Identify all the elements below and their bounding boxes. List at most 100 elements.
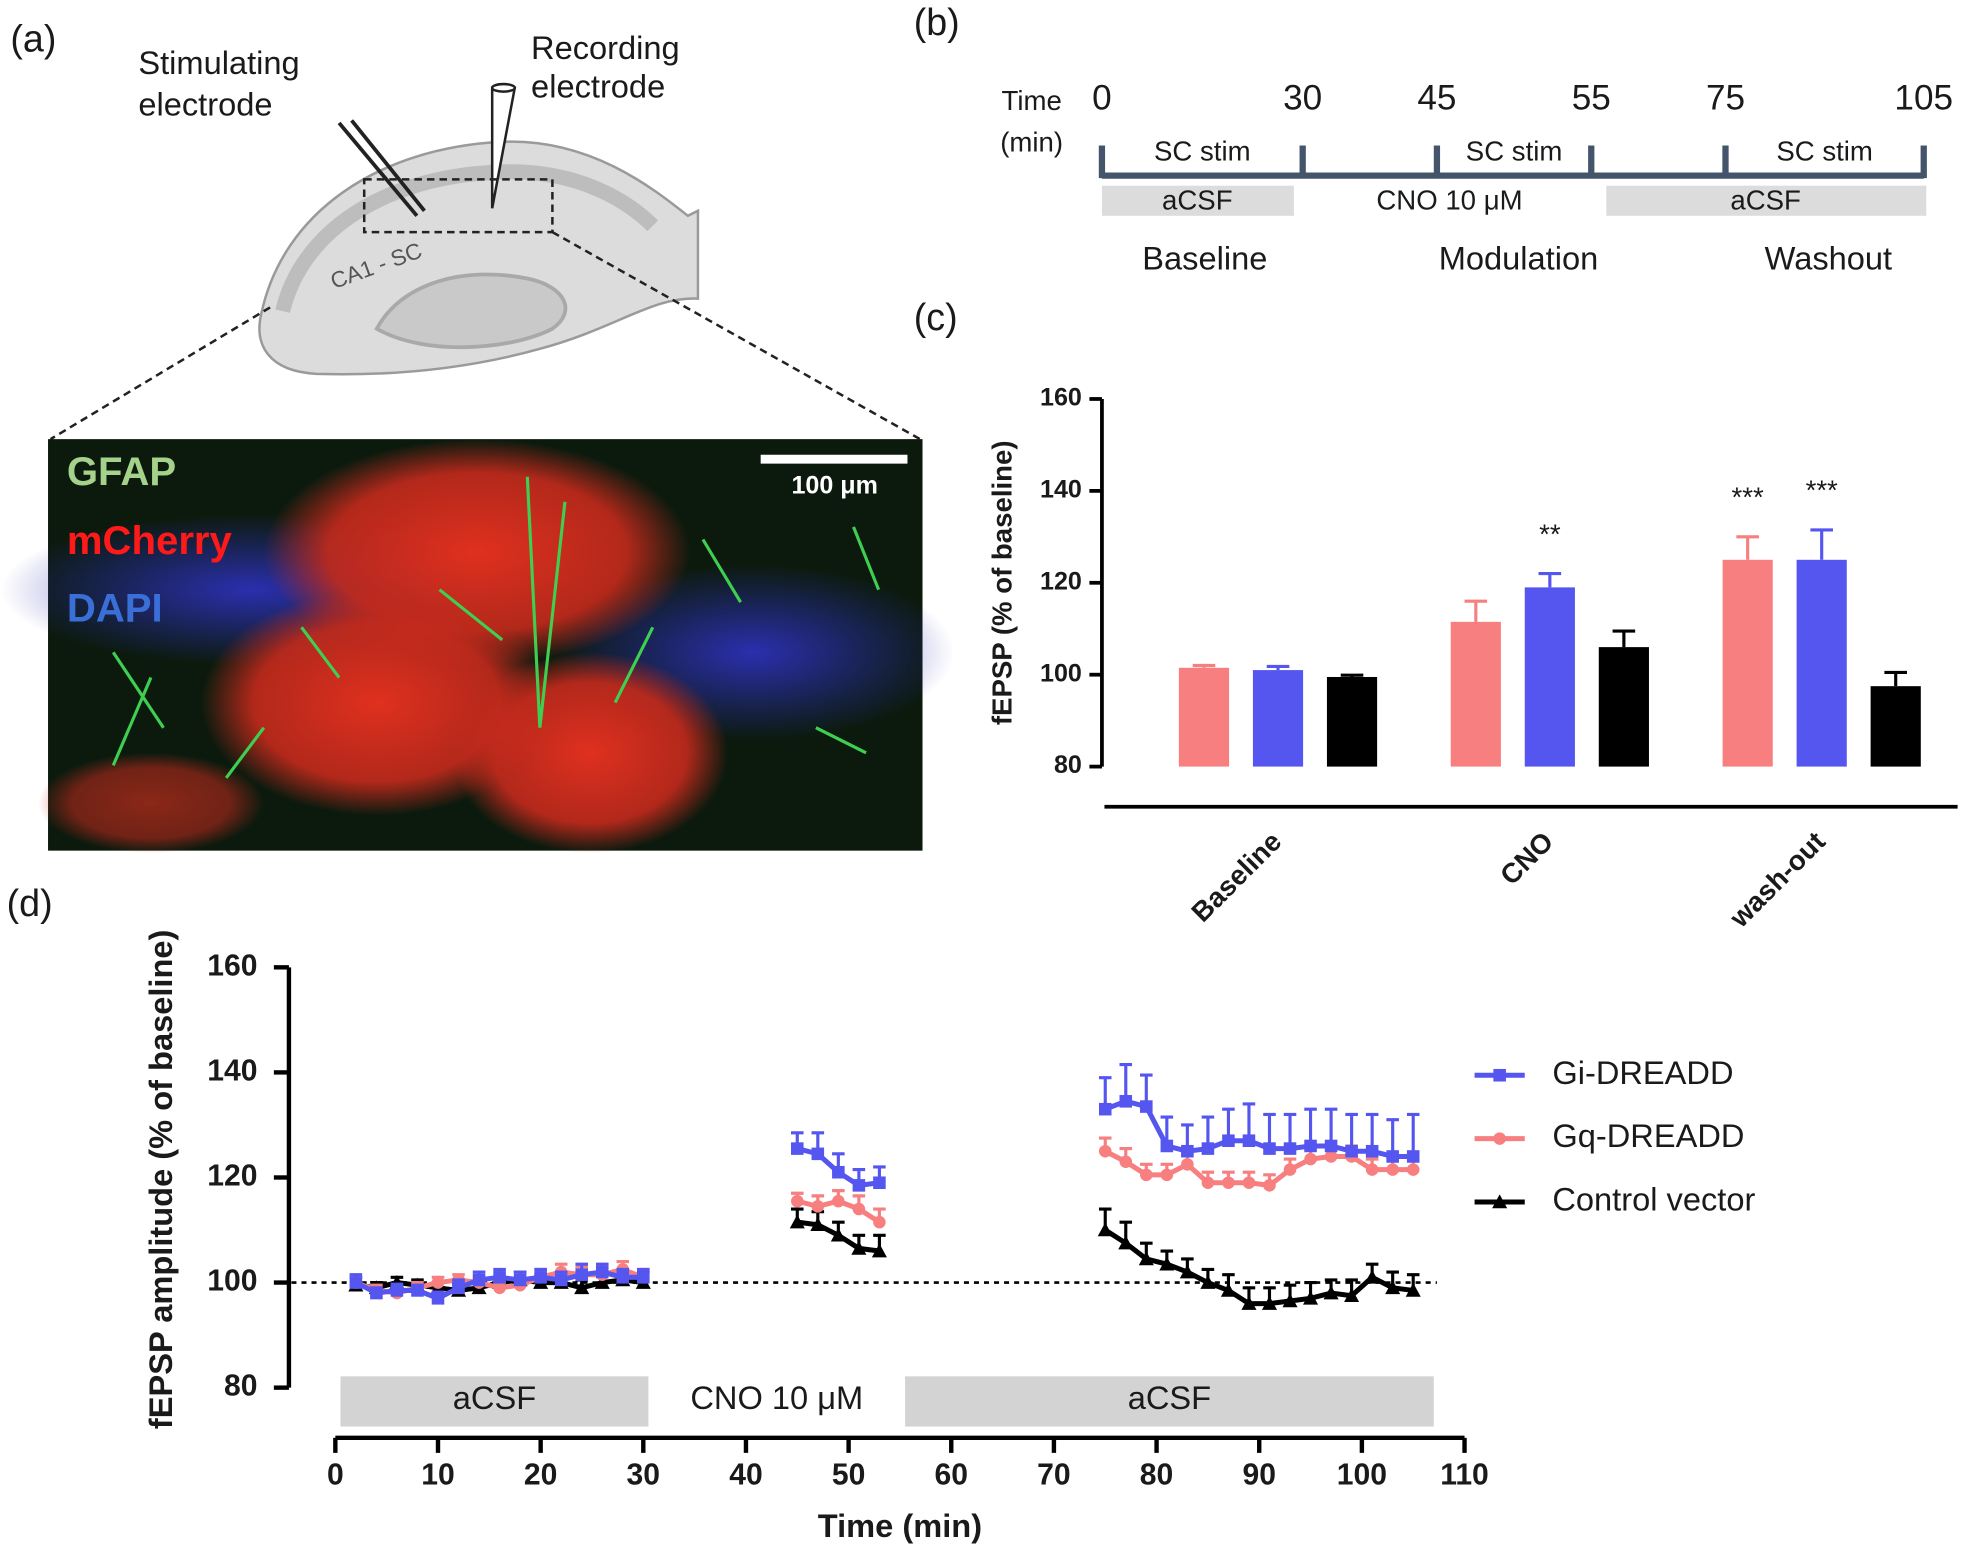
significance: ***	[1732, 481, 1764, 512]
marker	[871, 1243, 887, 1258]
y-axis-label: fEPSP (% of baseline)	[986, 440, 1017, 725]
y-tick-label: 120	[207, 1159, 257, 1192]
error-bar	[1340, 673, 1364, 677]
electrode-label: electrode	[138, 85, 272, 122]
solution-band	[1101, 185, 1294, 216]
band-label: CNO 10 μM	[690, 1379, 863, 1416]
marker	[452, 1281, 465, 1295]
marker	[493, 1271, 506, 1284]
zoom-lines	[49, 231, 921, 441]
series-line	[1103, 1227, 1414, 1307]
stim-label: SC stim	[1776, 135, 1873, 166]
stim-label: SC stim	[1154, 135, 1251, 166]
marker	[534, 1271, 547, 1284]
marker	[1324, 1139, 1338, 1153]
error-bar	[1464, 599, 1488, 622]
band-label: aCSF	[453, 1379, 536, 1416]
x-axis-label: Time (min)	[818, 1507, 982, 1544]
bar	[1252, 670, 1304, 767]
micrograph: GFAP mCherry DAPI 100 μm	[0, 439, 954, 854]
x-tick-label: 70	[1037, 1459, 1071, 1492]
marker	[1140, 1100, 1153, 1113]
marker	[1303, 1290, 1319, 1305]
legend-label: Control vector	[1552, 1181, 1755, 1218]
timeline-label: (min)	[1000, 127, 1063, 158]
marker	[1242, 1176, 1256, 1190]
timeline-label: Time	[1002, 85, 1062, 116]
panel-label: (a)	[10, 17, 56, 59]
legend-label: Gi-DREADD	[1552, 1054, 1733, 1091]
marker	[1344, 1288, 1360, 1302]
y-tick-label: 80	[1054, 751, 1082, 779]
marker	[852, 1202, 866, 1216]
bar	[1598, 647, 1649, 767]
marker	[811, 1147, 825, 1161]
marker	[431, 1292, 445, 1305]
solution-band	[1606, 185, 1927, 216]
significance: ***	[1806, 475, 1838, 506]
stain-label: GFAP	[67, 449, 176, 494]
marker	[1098, 1102, 1112, 1116]
marker	[791, 1142, 804, 1155]
error-bar	[1612, 629, 1636, 648]
timeline-tick-label: 75	[1706, 79, 1745, 118]
electrode-label: Recording	[531, 29, 680, 66]
bar	[1326, 676, 1378, 767]
marker	[1405, 1282, 1421, 1297]
y-tick-label: 160	[1040, 384, 1082, 412]
error-bar	[1884, 670, 1908, 687]
error-bar	[1406, 1112, 1420, 1157]
x-tick-label: 80	[1140, 1459, 1174, 1492]
marker	[791, 1194, 804, 1208]
bar	[1450, 621, 1501, 767]
series-line	[1104, 1148, 1414, 1188]
bar	[1722, 559, 1773, 767]
y-tick-label: 80	[224, 1370, 258, 1403]
timeline-tick-label: 30	[1283, 79, 1322, 118]
marker	[1242, 1134, 1256, 1147]
x-tick-label: CNO	[1494, 826, 1559, 891]
marker	[1364, 1269, 1380, 1284]
timeline-tick-label: 45	[1417, 79, 1456, 118]
band-label: aCSF	[1128, 1379, 1211, 1416]
marker	[830, 1227, 846, 1242]
marker	[574, 1280, 590, 1295]
illustration: Stimulating electrode Recording electrod…	[49, 29, 921, 441]
marker	[1304, 1152, 1317, 1166]
scale-label: 100 μm	[791, 471, 877, 499]
marker	[1201, 1142, 1215, 1155]
marker	[1323, 1285, 1339, 1300]
marker	[1160, 1168, 1174, 1182]
marker	[1283, 1142, 1297, 1155]
y-axis-label: fEPSP amplitude (% of baseline)	[142, 930, 179, 1430]
marker	[810, 1217, 826, 1232]
marker	[1263, 1179, 1276, 1192]
electrode-label: Stimulating	[138, 44, 299, 81]
marker	[1283, 1163, 1297, 1176]
y-tick-label: 140	[207, 1054, 257, 1087]
marker	[1159, 1256, 1175, 1271]
panel-label: (d)	[7, 882, 53, 924]
gfap	[111, 476, 881, 779]
solution-label: CNO 10 μM	[1376, 184, 1522, 215]
marker	[554, 1273, 568, 1287]
error-bar	[1736, 535, 1759, 560]
marker	[411, 1284, 424, 1297]
marker	[575, 1268, 588, 1281]
marker	[1386, 1163, 1399, 1176]
timeline: Time (min) 0 30 45 55 75 105 SC stim SC stim SC …	[1000, 79, 1953, 277]
x-tick-label: 90	[1242, 1459, 1276, 1492]
marker	[1097, 1222, 1113, 1237]
x-tick-label: 10	[421, 1459, 455, 1492]
marker	[1118, 1235, 1134, 1250]
marker	[349, 1276, 363, 1289]
x-tick-label: 100	[1337, 1459, 1387, 1492]
marker	[1222, 1176, 1235, 1190]
marker	[1385, 1280, 1401, 1295]
y-tick-label: 160	[207, 949, 257, 982]
bar	[1796, 559, 1847, 767]
x-tick-label: 20	[524, 1459, 558, 1492]
marker	[852, 1179, 866, 1192]
